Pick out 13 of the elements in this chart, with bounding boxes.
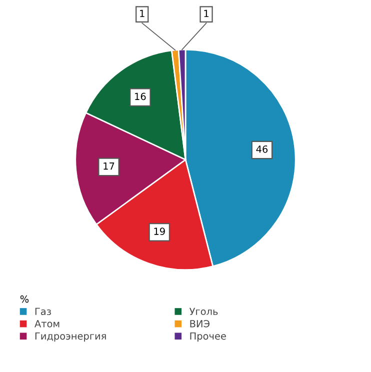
legend-label: Атом	[34, 320, 60, 328]
legend-label: Газ	[35, 308, 51, 316]
data-label: 1	[204, 10, 208, 17]
legend-label: Гидроэнергия	[35, 332, 106, 342]
legend-label: ВИЭ	[190, 320, 210, 328]
legend-label: Прочее	[190, 332, 226, 342]
data-label: 19	[154, 228, 165, 236]
data-label: 16	[135, 92, 146, 100]
data-label: 46	[256, 145, 268, 153]
data-label: 1	[140, 10, 144, 17]
legend-title: %	[20, 295, 29, 303]
data-label: 17	[104, 162, 114, 170]
legend-label: Уголь	[189, 308, 218, 316]
